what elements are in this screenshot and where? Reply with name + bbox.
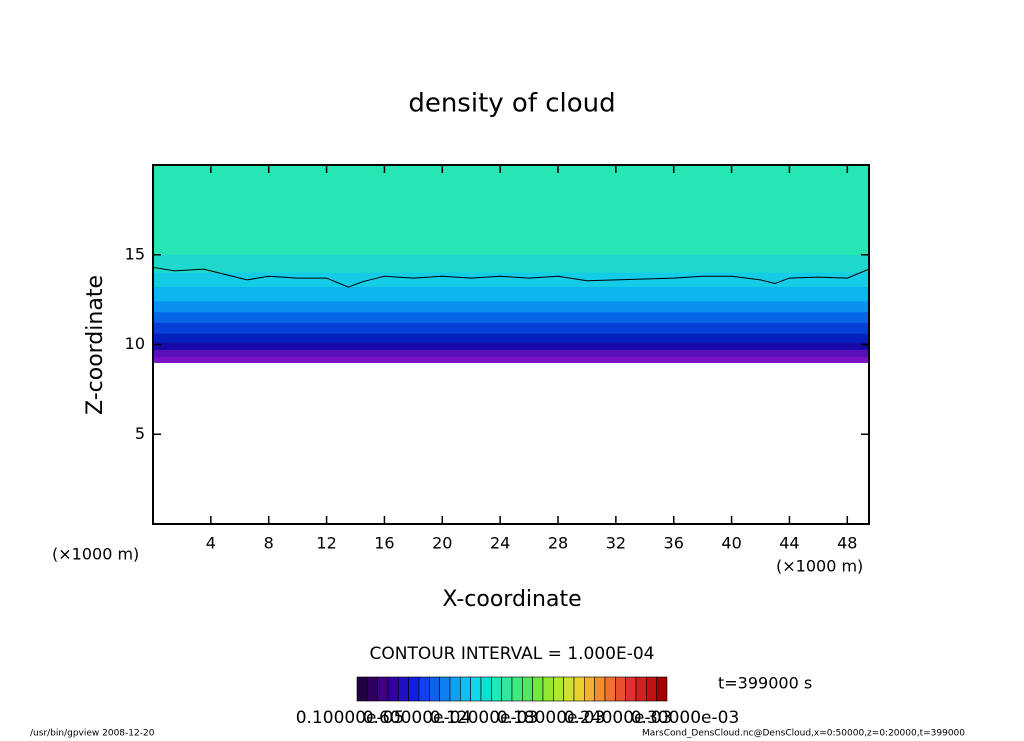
colorbar-label: 0.60000e-04	[363, 708, 472, 728]
colorbar-label: 0.24000e-03	[564, 708, 673, 728]
contour-band	[153, 254, 869, 274]
colorbar-cell	[563, 676, 575, 702]
x-tick-label: 28	[548, 534, 568, 553]
colorbar-cell	[542, 676, 554, 702]
contour-band	[153, 333, 869, 344]
contour-band	[153, 322, 869, 335]
contour-band	[153, 357, 869, 363]
contour-band	[153, 342, 869, 351]
colorbar-cell	[408, 676, 420, 702]
colorbar-cell	[418, 676, 430, 702]
colorbar-cell	[460, 676, 471, 702]
x-tick-label: 40	[721, 534, 741, 553]
colorbar-label: 0.10000e-05	[296, 708, 405, 728]
contour-band	[153, 272, 869, 288]
colorbar-cell	[584, 676, 595, 702]
colorbar-cell	[646, 676, 657, 702]
colorbar-cell	[625, 676, 637, 702]
colorbar-cell	[356, 676, 368, 702]
footer-left: /usr/bin/gpview 2008-12-20	[30, 729, 155, 739]
contour-band	[153, 312, 869, 324]
colorbar-cell	[656, 676, 668, 702]
colorbar-cell	[615, 676, 626, 702]
colorbar-cell	[491, 676, 502, 702]
colorbar-cell	[398, 676, 409, 702]
contour-band	[153, 349, 869, 358]
colorbar-label: 0.18000e-03	[497, 708, 606, 728]
y-axis-label: Z-coordinate	[83, 275, 108, 415]
colorbar-cell	[429, 676, 440, 702]
colorbar-cell	[501, 676, 513, 702]
x-tick-label: 12	[316, 534, 336, 553]
colorbar-cell	[470, 676, 482, 702]
x-tick-label: 36	[664, 534, 684, 553]
colorbar-cell	[594, 676, 606, 702]
colorbar-cell	[522, 676, 533, 702]
y-tick-label: 10	[125, 334, 145, 353]
colorbar-cell	[573, 676, 585, 702]
y-tick-label: 5	[135, 424, 145, 443]
contour-band	[153, 287, 869, 302]
colorbar-cell	[604, 676, 616, 702]
x-tick-label: 48	[837, 534, 857, 553]
colorbar-cell	[367, 676, 378, 702]
colorbar-cell	[439, 676, 451, 702]
x-tick-label: 24	[490, 534, 510, 553]
y-unit: (×1000 m)	[52, 545, 139, 564]
x-axis-label: X-coordinate	[442, 587, 581, 612]
colorbar-label: 0.12000e-03	[430, 708, 539, 728]
colorbar-cell	[532, 676, 544, 702]
x-tick-label: 32	[606, 534, 626, 553]
x-tick-label: 8	[264, 534, 274, 553]
colorbar-cell	[635, 676, 647, 702]
contour-line	[152, 266, 870, 288]
time-label: t=399000 s	[718, 674, 812, 693]
x-tick-label: 20	[432, 534, 452, 553]
x-tick-label: 16	[374, 534, 394, 553]
chart-title: density of cloud	[408, 89, 615, 119]
colorbar-cell	[449, 676, 461, 702]
y-tick-label: 15	[125, 244, 145, 263]
contour-interval: CONTOUR INTERVAL = 1.000E-04	[370, 644, 655, 664]
colorbar-cell	[480, 676, 492, 702]
contour-band	[153, 165, 869, 256]
x-tick-label: 4	[206, 534, 216, 553]
colorbar-cell	[387, 676, 399, 702]
footer-right: MarsCond_DensCloud.nc@DensCloud,x=0:5000…	[642, 729, 965, 739]
x-unit: (×1000 m)	[776, 557, 863, 576]
x-tick-label: 44	[779, 534, 799, 553]
colorbar-cell	[553, 676, 564, 702]
colorbar-label: 0.30000e-03	[631, 708, 740, 728]
colorbar-cell	[511, 676, 523, 702]
colorbar-cell	[377, 676, 389, 702]
contour-band	[153, 301, 869, 313]
